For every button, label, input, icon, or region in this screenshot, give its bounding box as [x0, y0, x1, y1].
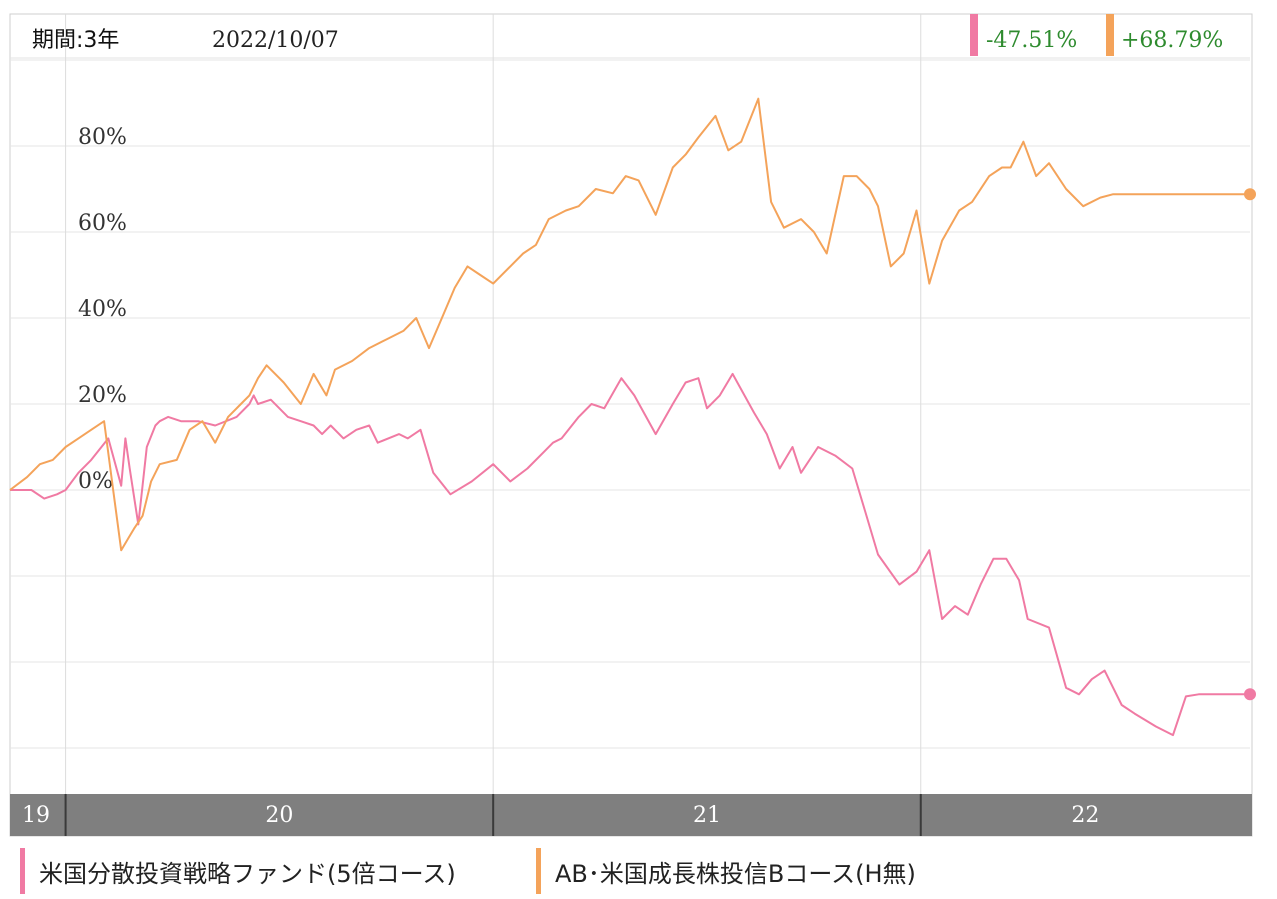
series-lines — [9, 97, 1256, 737]
y-tick-label: 80% — [78, 125, 127, 150]
legend-swatch-2 — [536, 848, 541, 894]
y-tick-label: 20% — [78, 383, 127, 408]
period-label: 期間:3年 — [32, 28, 119, 53]
legend-item-1: 米国分散投資戦略ファンド(5倍コース) — [20, 848, 456, 894]
y-tick-label: 40% — [78, 297, 127, 322]
x-axis-band: 19 20 21 22 — [10, 794, 1252, 836]
legend-swatch-1 — [20, 848, 25, 894]
x-axis-background — [10, 794, 1252, 836]
y-axis-labels: 0% 20% 40% 60% 80% — [78, 125, 127, 494]
date-label: 2022/10/07 — [212, 28, 339, 53]
header-row: 期間:3年 2022/10/07 -47.51% +68.79% — [32, 14, 1223, 56]
legend-label-2: AB･米国成長株投信Bコース(H無) — [555, 859, 916, 888]
x-tick-label: 22 — [1071, 803, 1099, 828]
x-tick-label: 21 — [693, 803, 721, 828]
summary-value-2: +68.79% — [1121, 28, 1223, 53]
y-tick-label: 60% — [78, 211, 127, 236]
summary-marker-2 — [1106, 14, 1114, 56]
summary-marker-1 — [970, 14, 978, 56]
series-endpoint-2 — [1244, 188, 1256, 201]
x-tick-label: 20 — [265, 803, 293, 828]
summary-value-1: -47.51% — [986, 28, 1077, 53]
legend-label-1: 米国分散投資戦略ファンド(5倍コース) — [39, 859, 456, 888]
legend: 米国分散投資戦略ファンド(5倍コース) AB･米国成長株投信Bコース(H無) — [0, 838, 1277, 899]
series-endpoint-1 — [1244, 688, 1256, 701]
x-tick-label: 19 — [22, 803, 50, 828]
series-line-2 — [9, 97, 1250, 552]
line-chart: 0% 20% 40% 60% 80% 19 20 21 22 期間:3年 2022/10/07… — [9, 13, 1256, 837]
series-line-1 — [10, 372, 1250, 737]
y-tick-label: 0% — [78, 469, 113, 494]
gridlines — [10, 14, 1250, 836]
legend-item-2: AB･米国成長株投信Bコース(H無) — [536, 848, 916, 894]
